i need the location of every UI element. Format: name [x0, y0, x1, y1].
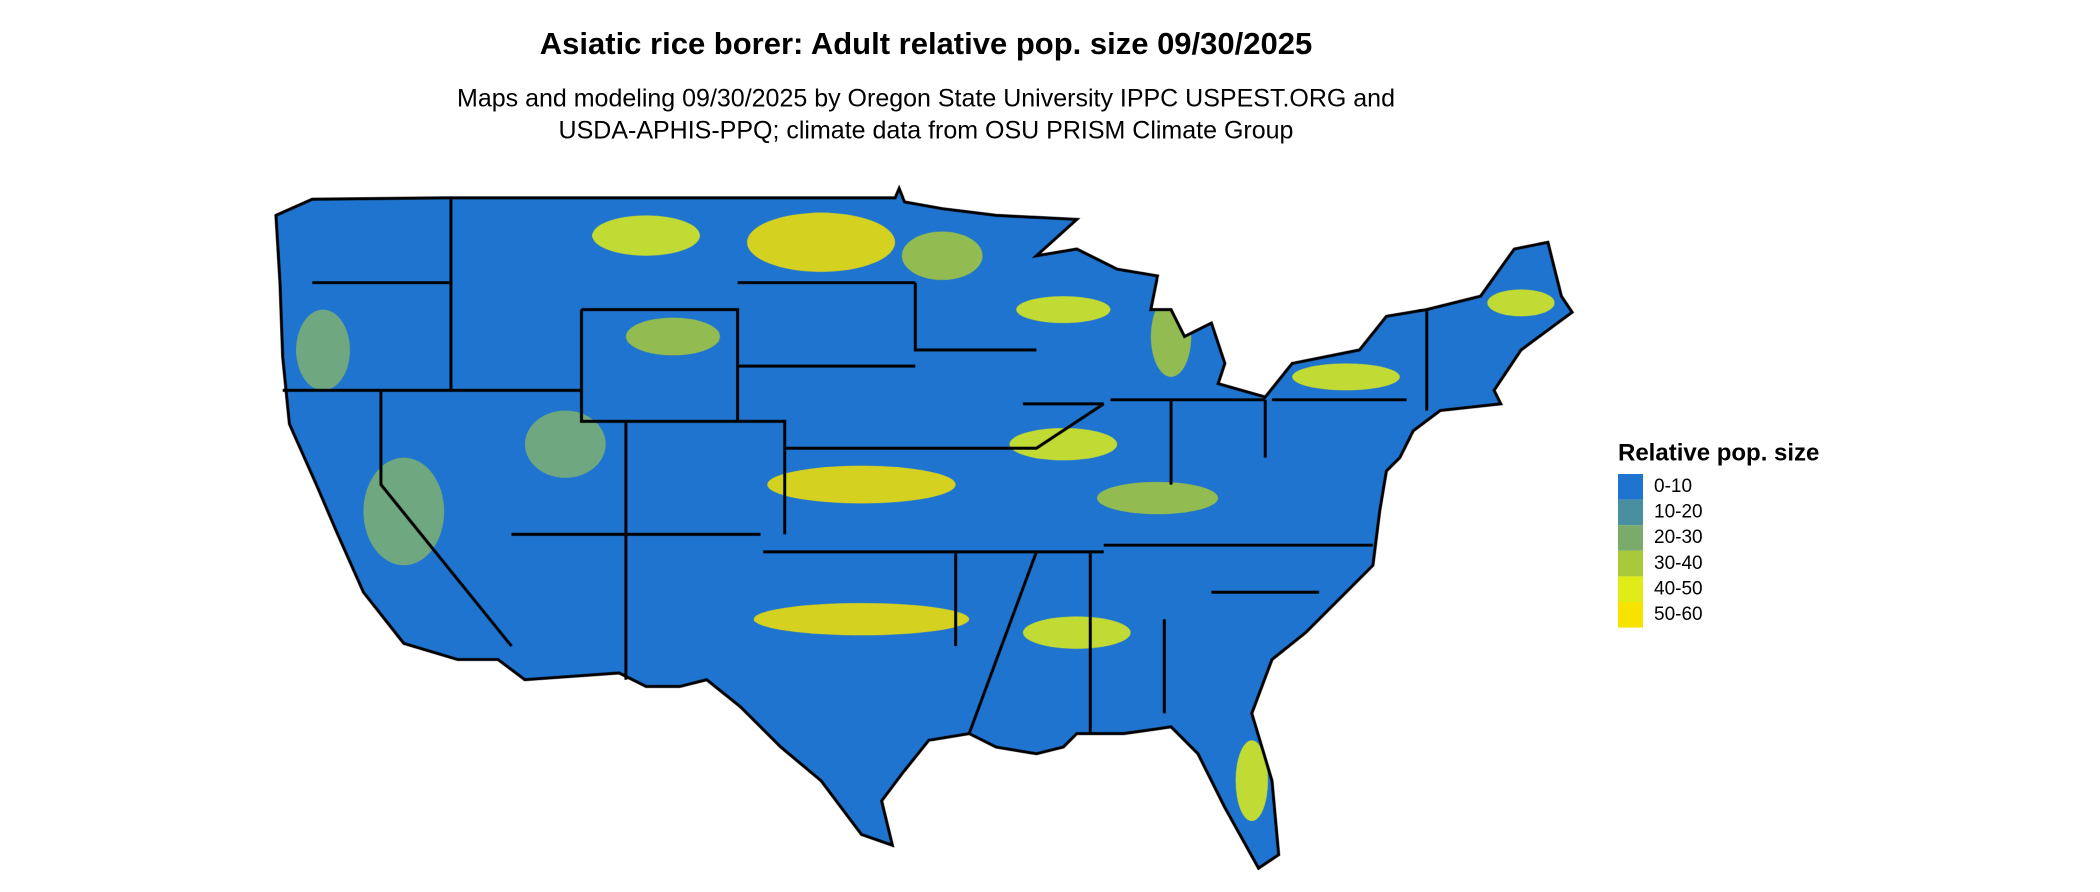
us-map: [274, 186, 1574, 870]
legend-swatch: [1618, 602, 1643, 628]
legend-swatch: [1618, 576, 1643, 602]
legend-label: 0-10: [1654, 476, 1692, 497]
legend-swatch: [1618, 499, 1643, 526]
legend-label: 40-50: [1654, 578, 1703, 599]
map-subtitle: USDA-APHIS-PPQ; climate data from OSU PR…: [559, 117, 1294, 145]
legend-swatch: [1618, 474, 1643, 500]
legend-label: 20-30: [1654, 527, 1703, 548]
legend: Relative pop. size 0-10 10-20 20-30 30-40 40…: [1618, 439, 1819, 628]
map-title: Asiatic rice borer: Adult relative pop. …: [540, 26, 1312, 61]
legend-label: 50-60: [1654, 604, 1703, 625]
legend-swatch: [1618, 550, 1643, 577]
legend-swatch: [1618, 525, 1643, 551]
heat-patches: [296, 212, 1555, 822]
map-subtitle: Maps and modeling 09/30/2025 by Oregon S…: [457, 85, 1395, 113]
legend-title: Relative pop. size: [1618, 439, 1819, 466]
legend-label: 30-40: [1654, 553, 1703, 574]
state-borders: [274, 186, 1574, 870]
legend-label: 10-20: [1654, 502, 1703, 523]
